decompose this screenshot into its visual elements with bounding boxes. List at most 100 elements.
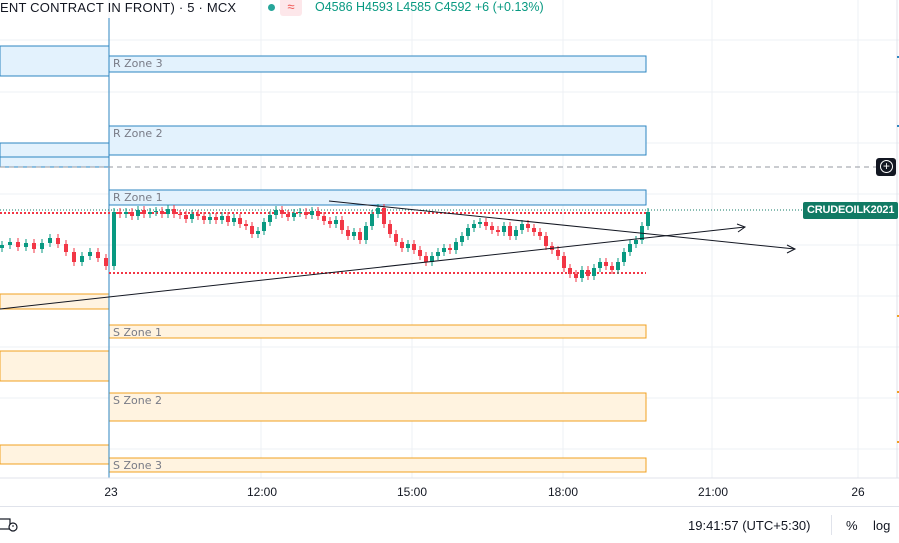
candle-body <box>32 243 36 249</box>
candle-body <box>424 256 428 262</box>
candle-body <box>466 228 470 236</box>
candle-body <box>172 209 176 214</box>
candle-body <box>130 212 134 216</box>
candle-body <box>592 268 596 276</box>
candle-body <box>298 212 302 213</box>
candle-body <box>544 236 548 246</box>
candle-body <box>496 230 500 232</box>
candle-body <box>628 244 632 252</box>
candle-body <box>370 214 374 226</box>
candle-body <box>0 245 4 248</box>
candle-body <box>220 216 224 220</box>
candle-body <box>514 230 518 236</box>
candle-body <box>634 240 638 244</box>
add-alert-button[interactable]: + <box>876 158 896 176</box>
time-tick-label: 21:00 <box>698 485 728 499</box>
candle-body <box>80 256 84 262</box>
candle-body <box>88 252 92 256</box>
s-zone-box <box>108 392 647 422</box>
candle-body <box>280 210 284 214</box>
candle-body <box>484 222 488 226</box>
candle-body <box>556 250 560 256</box>
candle-body <box>334 220 338 224</box>
candle-body <box>178 214 182 215</box>
candle-body <box>598 262 602 268</box>
candle-body <box>328 221 332 224</box>
zone-boxes: R Zone 3 R Zone 2 R Zone 1 S Zone 1 S Zone 2… <box>0 18 647 478</box>
candles <box>0 204 650 282</box>
percent-toggle[interactable]: % <box>846 518 858 533</box>
candle-body <box>472 224 476 228</box>
r-zone-box <box>0 45 110 77</box>
r-zone-box <box>108 55 647 73</box>
candle-body <box>508 226 512 236</box>
candle-body <box>262 222 266 231</box>
candle-body <box>580 270 584 278</box>
r-zone-box <box>0 156 110 168</box>
candle-body <box>430 256 434 262</box>
candle-body <box>646 212 650 226</box>
trendline-ascending[interactable] <box>0 226 746 310</box>
zone-label: S Zone 2 <box>113 394 162 407</box>
candle-body <box>490 226 494 230</box>
zone-label: R Zone 2 <box>113 127 163 140</box>
candle-body <box>400 242 404 248</box>
candle-body <box>454 242 458 250</box>
candle-body <box>256 231 260 234</box>
candle-body <box>532 228 536 232</box>
date-range-icon[interactable] <box>0 516 20 532</box>
candle-body <box>382 208 386 224</box>
candle-body <box>214 217 218 220</box>
candle-body <box>136 210 140 216</box>
candle-body <box>538 232 542 236</box>
candle-body <box>526 224 530 228</box>
r-zone-box <box>0 142 110 158</box>
candle-body <box>48 238 52 243</box>
trend-lines[interactable] <box>0 200 797 310</box>
candle-body <box>292 213 296 217</box>
candle-body <box>208 217 212 220</box>
candle-body <box>72 252 76 262</box>
candle-body <box>286 214 290 217</box>
s-zone-box <box>108 324 647 339</box>
candle-body <box>412 244 416 250</box>
candle-body <box>244 224 248 226</box>
trendline-ascending-arrow <box>736 223 747 233</box>
time-tick-label: 18:00 <box>548 485 578 499</box>
candle-body <box>604 262 608 266</box>
candle-body <box>274 210 278 215</box>
candle-body <box>104 258 108 266</box>
price-chart[interactable]: R Zone 3 R Zone 2 R Zone 1 S Zone 1 S Zone 2… <box>0 0 899 506</box>
trendline-descending[interactable] <box>328 200 796 250</box>
candle-body <box>406 244 410 248</box>
candle-body <box>322 216 326 221</box>
candle-body <box>142 210 146 214</box>
chart-header: ENT CONTRACT IN FRONT) · 5 · MCX ≈ O4586… <box>0 0 899 18</box>
s-zone-box <box>0 444 110 465</box>
candle-body <box>268 215 272 222</box>
candle-body <box>616 262 620 270</box>
candle-body <box>448 248 452 250</box>
candle-body <box>460 236 464 242</box>
s-zone-box <box>0 350 110 382</box>
candle-body <box>388 224 392 234</box>
candle-body <box>184 215 188 219</box>
candle-body <box>520 224 524 230</box>
candle-body <box>166 209 170 214</box>
r-zone-box <box>108 125 647 156</box>
candle-body <box>124 212 128 214</box>
chart-footer: 19:41:57 (UTC+5:30) % log <box>0 506 899 543</box>
candle-body <box>622 252 626 262</box>
zone-label: S Zone 1 <box>113 326 162 339</box>
log-toggle[interactable]: log <box>873 518 891 533</box>
clock-timezone[interactable]: 19:41:57 (UTC+5:30) <box>688 518 811 533</box>
footer-separator <box>831 515 832 535</box>
candle-body <box>56 238 60 244</box>
wave-icon[interactable]: ≈ <box>280 0 302 16</box>
symbol-title[interactable]: ENT CONTRACT IN FRONT) · 5 · MCX <box>0 0 237 15</box>
candle-body <box>610 266 614 270</box>
market-open-indicator <box>268 4 275 11</box>
candle-body <box>64 244 68 252</box>
last-price-badge: CRUDEOILK2021 <box>803 202 899 219</box>
time-axis[interactable]: 23 12:00 15:00 18:00 21:00 26 <box>104 485 865 499</box>
